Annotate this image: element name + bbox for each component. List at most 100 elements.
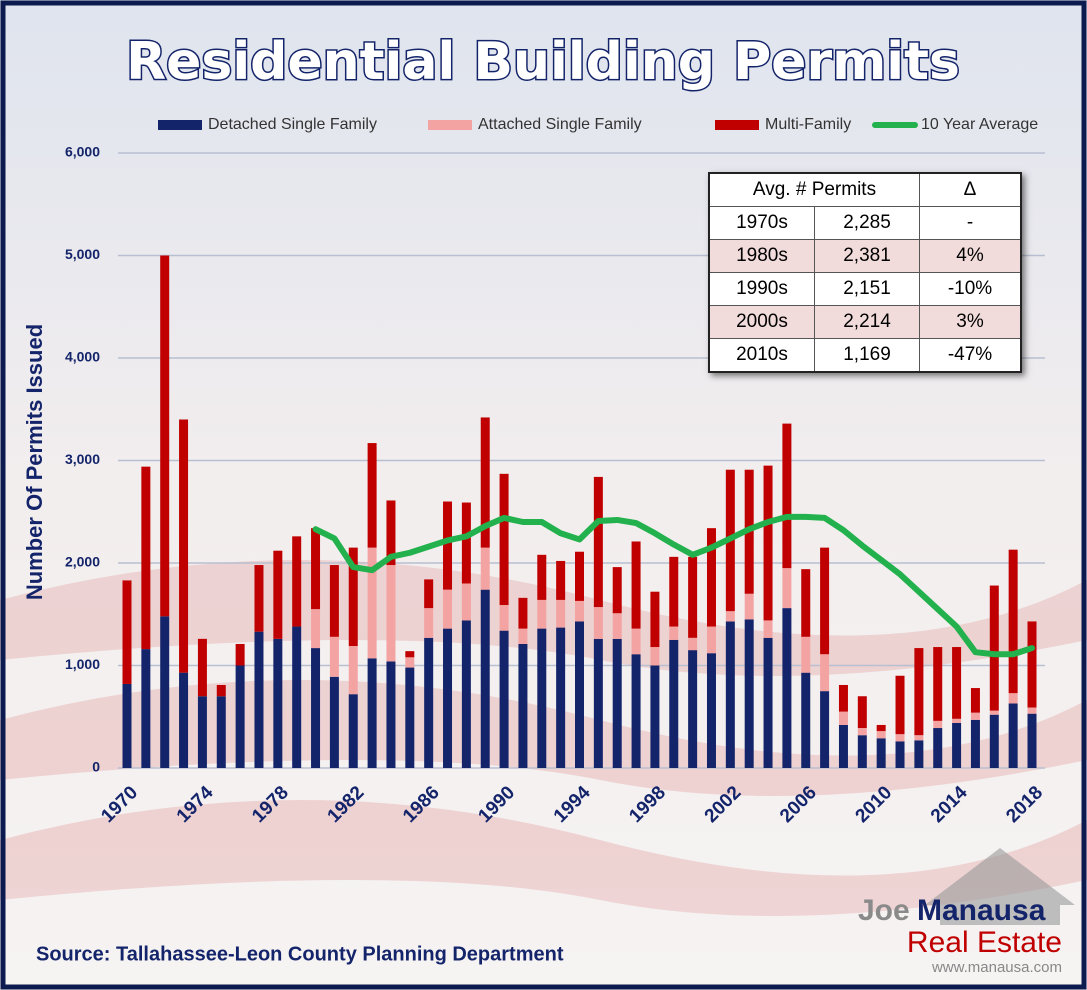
bar-segment [311,648,321,768]
bar-segment [424,608,434,638]
table-cell: 2,285 [814,206,920,240]
bar-segment [593,638,603,768]
bar-segment [838,711,848,725]
bar-segment [725,621,735,768]
bar-segment [179,672,189,768]
bar-segment [179,419,189,673]
table-cell: - [919,206,1022,240]
bar-segment [989,714,999,768]
bar-segment [235,665,245,768]
bar-segment [537,554,547,600]
table-header: Δ [919,172,1022,207]
bar-segment [688,650,698,768]
bar-segment [1008,703,1018,768]
y-tick-label: 1,000 [65,656,100,672]
bar-segment [575,600,584,622]
bar-segment [367,443,377,548]
logo-first: Joe [858,894,910,927]
y-tick-label: 5,000 [65,246,100,262]
legend-label: Attached Single Family [478,116,642,133]
bar-segment [461,583,471,621]
bar-segment [952,722,962,768]
source-note: Source: Tallahassee-Leon County Planning… [36,943,564,965]
bar-segment [725,611,735,622]
bar-segment [141,466,151,650]
legend-swatch [428,120,472,130]
bar-segment [537,628,547,768]
logo-line2: Real Estate [907,926,1062,959]
bar-segment [650,665,660,768]
bar-segment [593,607,603,639]
bar-segment [933,728,943,768]
bar-segment [556,599,566,628]
table-cell: 1990s [708,272,815,306]
bar-segment [669,626,679,640]
bar-segment [895,675,905,735]
bar-segment [593,476,603,608]
bar-segment [820,654,830,692]
table-cell: 2,214 [814,305,920,339]
bar-segment [970,688,980,713]
bar-segment [876,738,886,768]
bar-segment [254,631,264,768]
bar-segment [612,613,622,639]
bar-segment [518,628,528,644]
bar-segment [273,550,283,639]
bar-segment [499,473,509,606]
bar-segment [631,628,641,655]
table-cell: -47% [919,338,1022,373]
bar-segment [914,740,924,768]
bar-segment [801,636,811,673]
bar-segment [688,556,698,638]
table-cell: 4% [919,239,1022,273]
bar-segment [914,735,924,741]
y-tick-label: 2,000 [65,554,100,570]
bar-segment [876,731,886,739]
bar-segment [348,547,358,647]
bar-segment [329,636,339,677]
bar-segment [895,741,905,768]
table-row: 1970s 2,285- [708,206,1022,240]
bar-segment [348,694,358,768]
bar-segment [480,547,490,590]
bar-segment [1027,621,1037,708]
bar-segment [857,735,867,768]
bar-segment [876,724,886,732]
bar-segment [631,541,641,629]
bar-segment [1027,707,1037,714]
bar-segment [612,638,622,768]
table-cell: -10% [919,272,1022,306]
bar-segment [706,653,716,768]
bar-segment [838,684,848,712]
bar-segment [1008,549,1018,694]
bar-segment [782,423,792,569]
bar-segment [405,657,415,668]
bar-segment [348,646,358,695]
bar-segment [575,551,584,601]
bar-segment [631,654,641,768]
bar-segment [386,500,396,566]
table-row: 2010s 1,169 -47% [708,338,1022,373]
bar-segment [443,501,453,590]
table-cell: 2010s [708,338,815,373]
bar-segment [311,609,321,649]
y-axis-label: Number Of Permits Issued [22,324,47,600]
bar-segment [499,605,509,631]
bar-segment [216,684,226,697]
table-cell: 2000s [708,305,815,339]
legend-swatch [715,120,759,130]
bar-segment [838,724,848,768]
bar-segment [141,649,151,768]
bar-segment [688,637,698,651]
bar-segment [292,626,302,768]
bar-segment [706,528,716,627]
table-row: 1980s 2,381 4% [708,239,1022,273]
bar-segment [970,719,980,768]
bar-segment [820,691,830,768]
bar-segment [857,696,867,729]
bar-segment [989,585,999,711]
bar-segment [122,580,132,684]
logo-last: Manausa [917,894,1046,927]
bar-segment [424,579,434,609]
